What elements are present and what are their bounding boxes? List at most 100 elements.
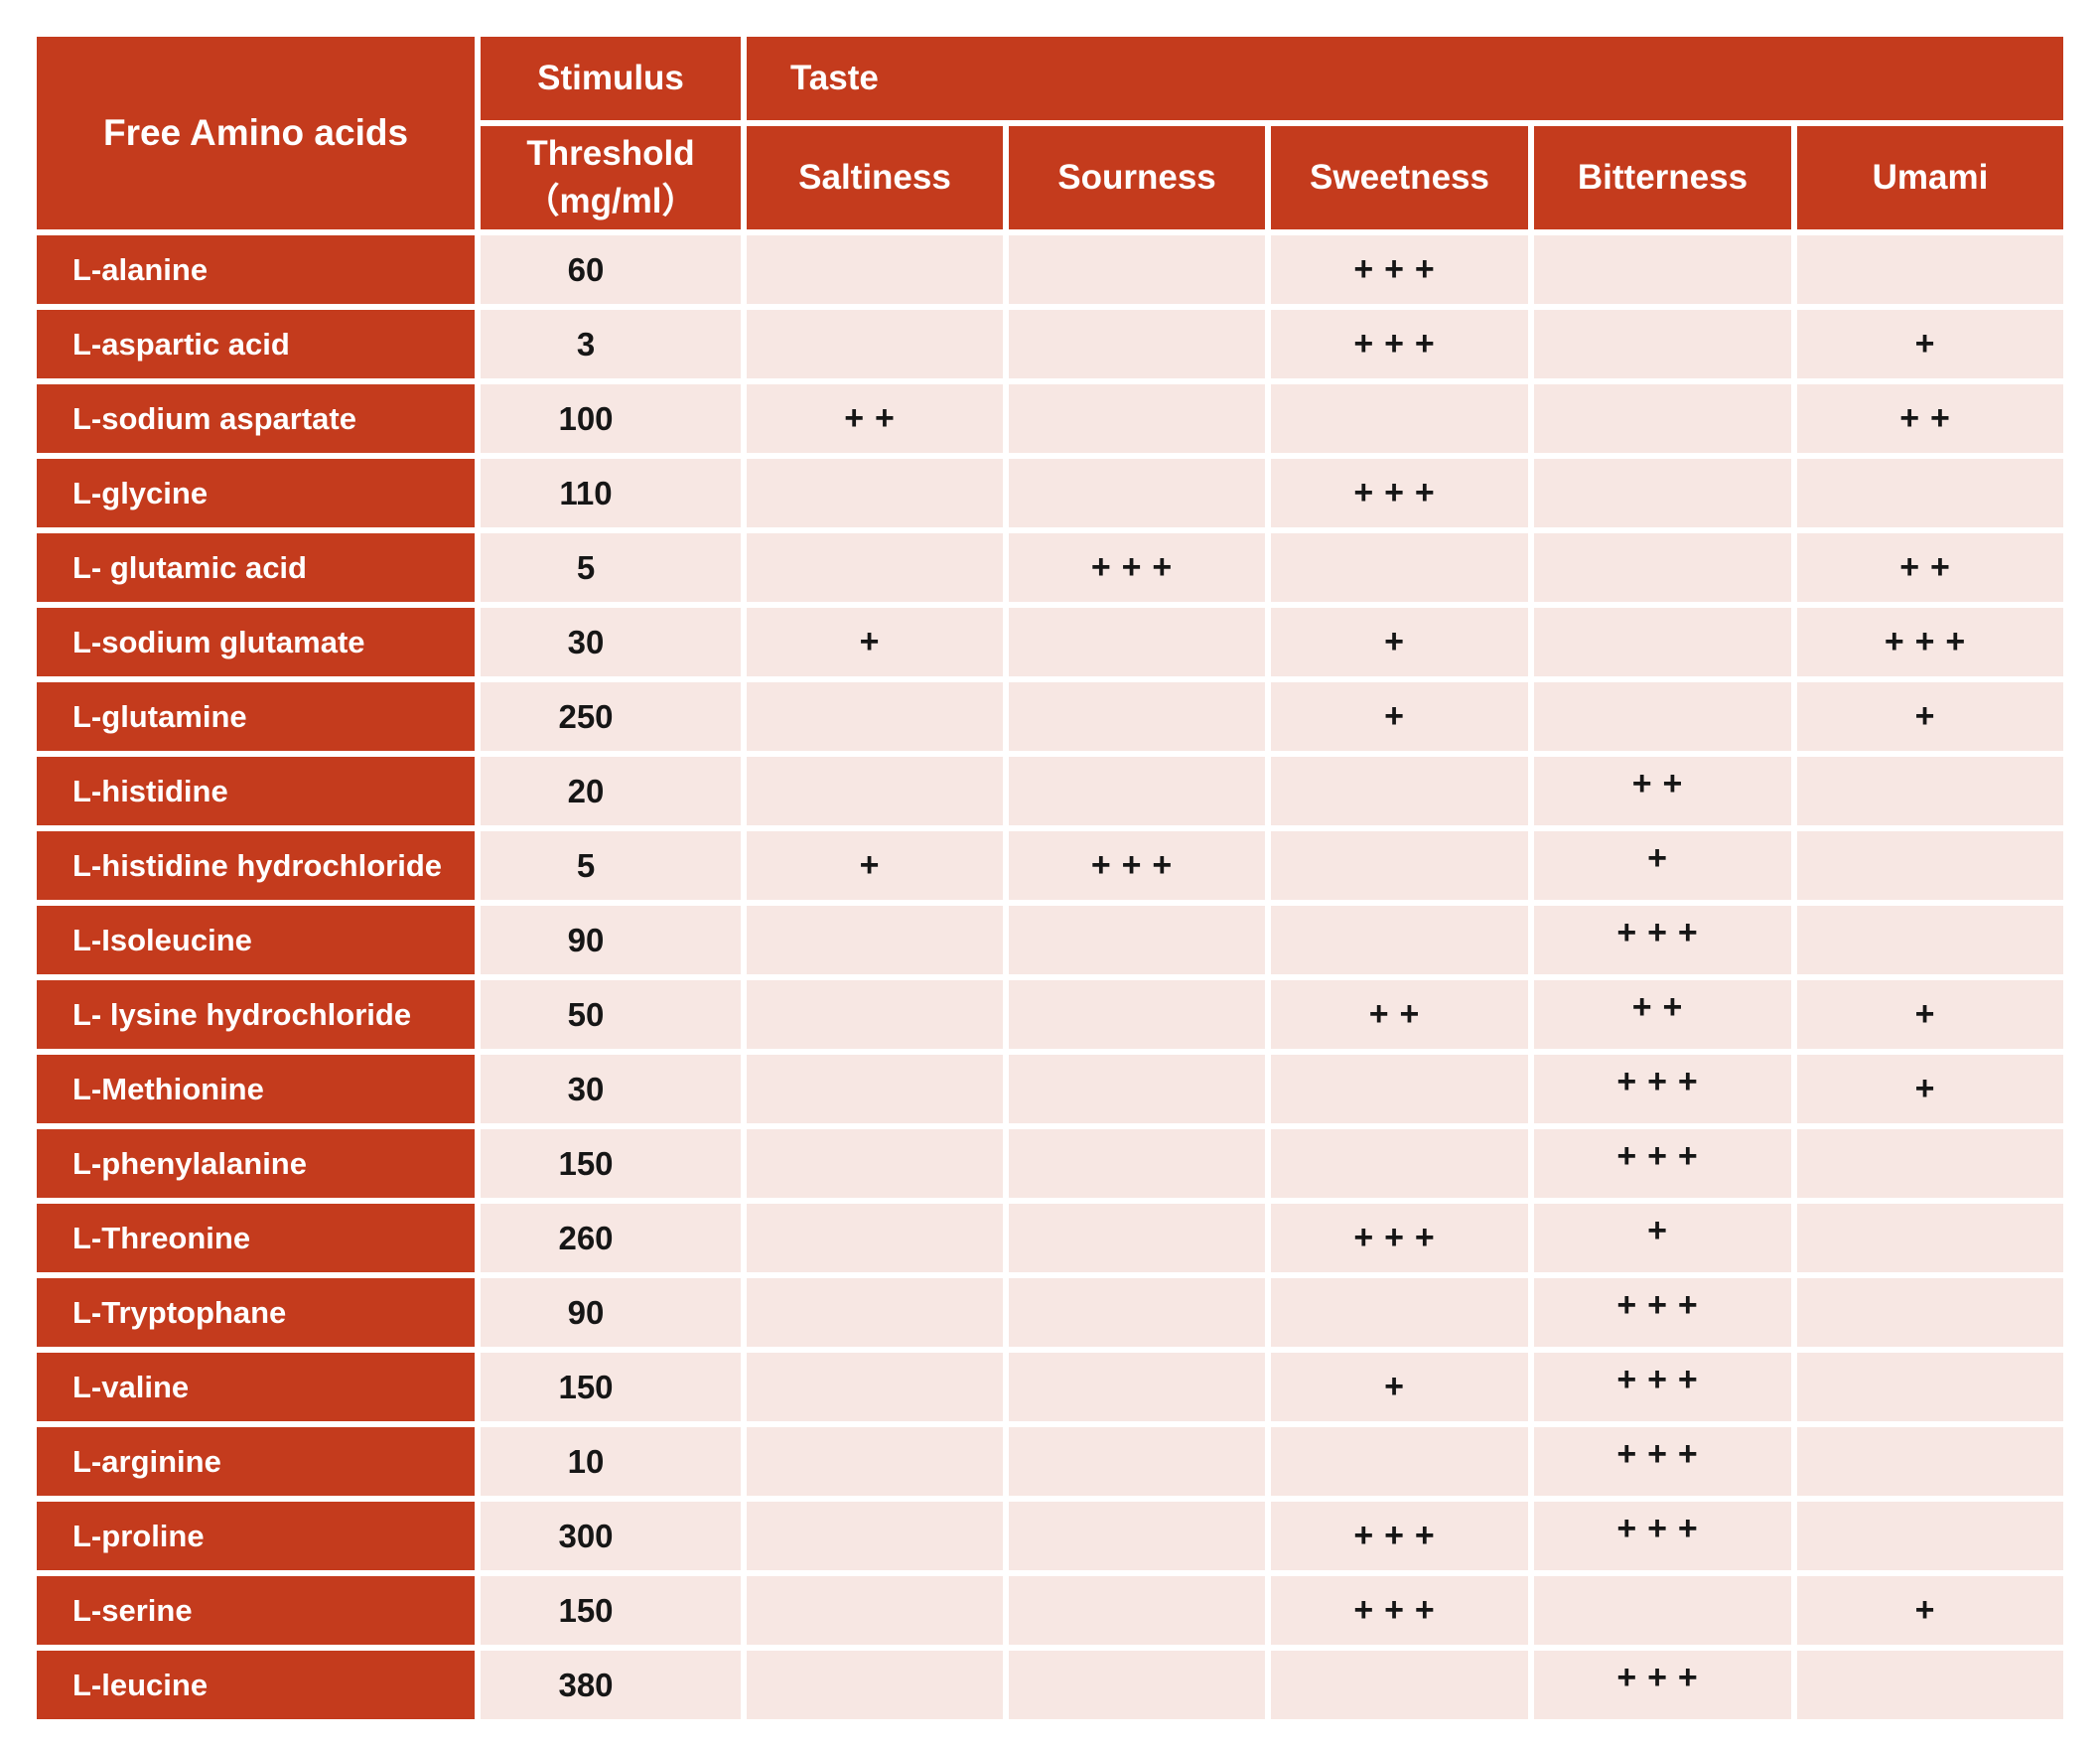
taste-cell-saltiness xyxy=(747,235,1003,304)
amino-acid-name: L-alanine xyxy=(37,235,475,304)
threshold-label: Threshold xyxy=(526,133,695,173)
header-saltiness: Saltiness xyxy=(747,126,1003,229)
threshold-unit-label: （mg/ml） xyxy=(524,182,697,220)
taste-cell-sourness xyxy=(1009,608,1265,676)
amino-acid-name: L-Tryptophane xyxy=(37,1278,475,1347)
table-row: L-sodium aspartate 100 ++ ++ xyxy=(37,384,2063,453)
table-row: L-proline 300 +++ +++ xyxy=(37,1502,2063,1570)
taste-cell-sourness xyxy=(1009,459,1265,527)
taste-cell-umami: +++ xyxy=(1797,608,2063,676)
header-threshold: Threshold （mg/ml） xyxy=(481,126,741,229)
taste-cell-sourness xyxy=(1009,310,1265,378)
taste-cell-umami xyxy=(1797,1651,2063,1719)
header-sweetness: Sweetness xyxy=(1271,126,1528,229)
taste-cell-bitterness xyxy=(1534,608,1791,676)
taste-cell-sweetness xyxy=(1271,1427,1528,1496)
taste-cell-bitterness xyxy=(1534,235,1791,304)
taste-cell-umami: ++ xyxy=(1797,384,2063,453)
threshold-value: 90 xyxy=(481,1278,741,1347)
taste-cell-bitterness: ++ xyxy=(1534,980,1791,1049)
threshold-value: 260 xyxy=(481,1204,741,1272)
amino-acid-name: L-serine xyxy=(37,1576,475,1645)
table-row: L-valine 150 + +++ xyxy=(37,1353,2063,1421)
table-row: L-Tryptophane 90 +++ xyxy=(37,1278,2063,1347)
header-stimulus: Stimulus xyxy=(481,37,741,120)
amino-acid-name: L-Isoleucine xyxy=(37,906,475,974)
taste-cell-bitterness: +++ xyxy=(1534,1502,1791,1570)
taste-cell-umami: + xyxy=(1797,1576,2063,1645)
taste-cell-sourness xyxy=(1009,1278,1265,1347)
threshold-value: 150 xyxy=(481,1576,741,1645)
taste-cell-sweetness xyxy=(1271,906,1528,974)
threshold-value: 150 xyxy=(481,1353,741,1421)
threshold-value: 100 xyxy=(481,384,741,453)
taste-cell-saltiness: ++ xyxy=(747,384,1003,453)
table-row: L-alanine 60 +++ xyxy=(37,235,2063,304)
taste-cell-sweetness xyxy=(1271,831,1528,900)
taste-cell-bitterness: +++ xyxy=(1534,1651,1791,1719)
taste-cell-sweetness: +++ xyxy=(1271,235,1528,304)
taste-cell-sourness: +++ xyxy=(1009,831,1265,900)
threshold-value: 30 xyxy=(481,1055,741,1123)
taste-cell-saltiness xyxy=(747,1129,1003,1198)
header-sourness: Sourness xyxy=(1009,126,1265,229)
table-body: L-alanine 60 +++ L-aspartic acid 3 +++ + L-sodi… xyxy=(37,235,2063,1719)
taste-cell-saltiness xyxy=(747,1651,1003,1719)
table-row: L-phenylalanine 150 +++ xyxy=(37,1129,2063,1198)
taste-cell-saltiness xyxy=(747,1055,1003,1123)
taste-cell-saltiness xyxy=(747,682,1003,751)
taste-cell-sourness: +++ xyxy=(1009,533,1265,602)
amino-acid-name: L-glutamine xyxy=(37,682,475,751)
threshold-value: 90 xyxy=(481,906,741,974)
table-row: L-histidine 20 ++ xyxy=(37,757,2063,825)
taste-cell-saltiness xyxy=(747,459,1003,527)
threshold-value: 5 xyxy=(481,831,741,900)
amino-acid-name: L-valine xyxy=(37,1353,475,1421)
amino-acid-name: L- glutamic acid xyxy=(37,533,475,602)
taste-cell-sourness xyxy=(1009,1576,1265,1645)
table-row: L-sodium glutamate 30 + + +++ xyxy=(37,608,2063,676)
taste-cell-umami: + xyxy=(1797,1055,2063,1123)
taste-cell-saltiness xyxy=(747,1427,1003,1496)
taste-cell-umami xyxy=(1797,459,2063,527)
taste-cell-sweetness: +++ xyxy=(1271,1502,1528,1570)
taste-cell-sweetness xyxy=(1271,757,1528,825)
taste-cell-sourness xyxy=(1009,757,1265,825)
taste-cell-sweetness: +++ xyxy=(1271,1204,1528,1272)
taste-cell-sweetness: ++ xyxy=(1271,980,1528,1049)
taste-cell-umami xyxy=(1797,235,2063,304)
taste-cell-bitterness: +++ xyxy=(1534,906,1791,974)
taste-cell-sourness xyxy=(1009,235,1265,304)
taste-cell-umami xyxy=(1797,1502,2063,1570)
taste-cell-umami xyxy=(1797,831,2063,900)
taste-cell-umami xyxy=(1797,1278,2063,1347)
taste-cell-bitterness: ++ xyxy=(1534,757,1791,825)
taste-cell-bitterness: +++ xyxy=(1534,1278,1791,1347)
taste-cell-sweetness: +++ xyxy=(1271,1576,1528,1645)
taste-cell-sourness xyxy=(1009,1651,1265,1719)
taste-cell-umami: + xyxy=(1797,980,2063,1049)
taste-cell-umami: + xyxy=(1797,310,2063,378)
amino-acid-name: L-Threonine xyxy=(37,1204,475,1272)
taste-cell-sweetness xyxy=(1271,1055,1528,1123)
threshold-value: 5 xyxy=(481,533,741,602)
taste-cell-saltiness xyxy=(747,1204,1003,1272)
taste-cell-sourness xyxy=(1009,1502,1265,1570)
threshold-value: 30 xyxy=(481,608,741,676)
taste-cell-sweetness: + xyxy=(1271,682,1528,751)
threshold-value: 380 xyxy=(481,1651,741,1719)
header-row-bottom: Threshold （mg/ml） Saltiness Sourness Swe… xyxy=(37,126,2063,229)
taste-cell-sourness xyxy=(1009,1129,1265,1198)
taste-cell-sourness xyxy=(1009,682,1265,751)
taste-cell-sourness xyxy=(1009,1427,1265,1496)
header-umami: Umami xyxy=(1797,126,2063,229)
amino-acid-taste-table: Free Amino acids Stimulus Taste Threshol… xyxy=(31,31,2069,1725)
taste-cell-saltiness xyxy=(747,533,1003,602)
amino-acid-name: L-leucine xyxy=(37,1651,475,1719)
taste-cell-bitterness xyxy=(1534,459,1791,527)
threshold-value: 250 xyxy=(481,682,741,751)
amino-acid-name: L-glycine xyxy=(37,459,475,527)
table-row: L-leucine 380 +++ xyxy=(37,1651,2063,1719)
taste-cell-bitterness: +++ xyxy=(1534,1353,1791,1421)
